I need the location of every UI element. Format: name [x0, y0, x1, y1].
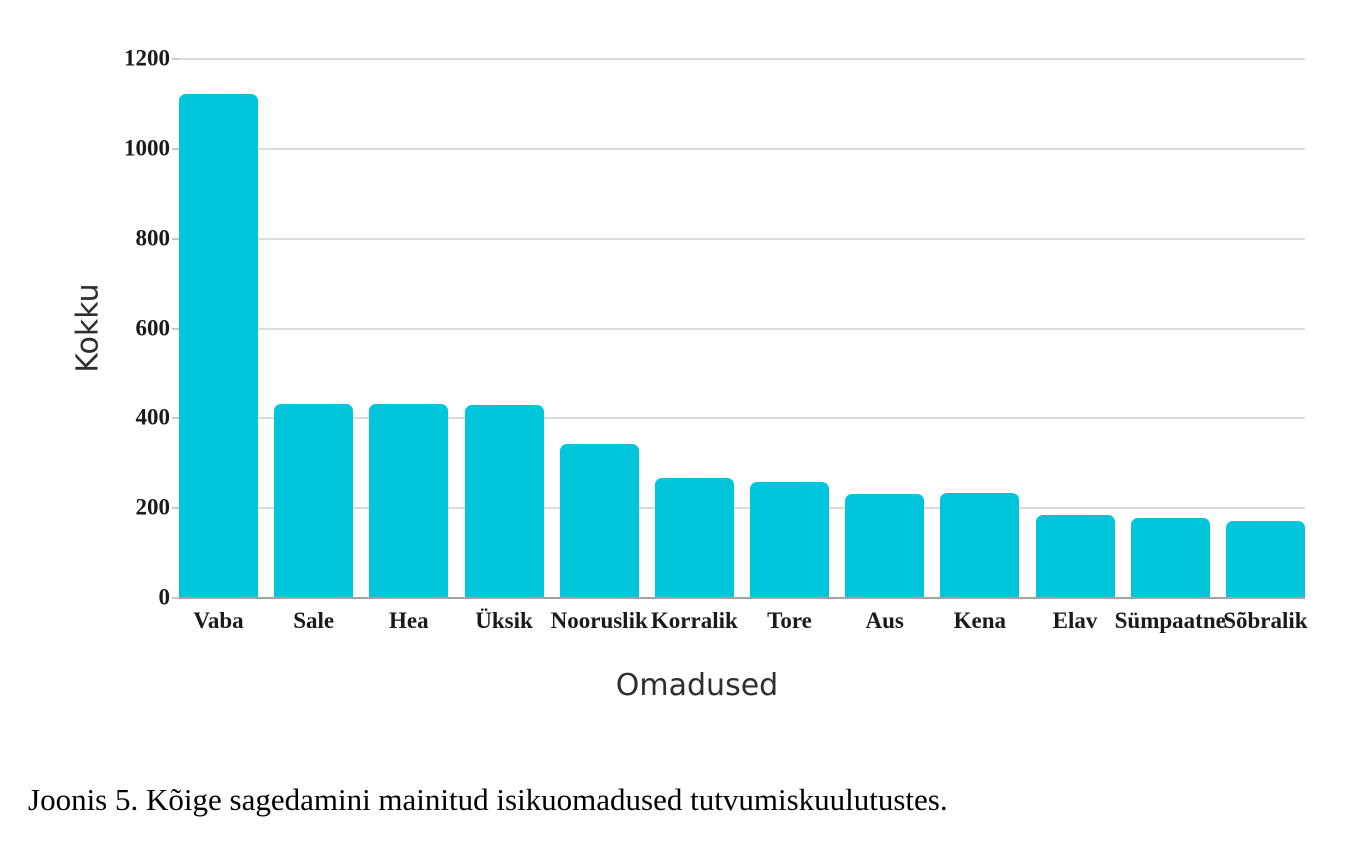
- gridline: [179, 507, 1305, 510]
- x-axis-label-cell: Üksik: [465, 608, 544, 633]
- x-axis-tick-labels: Vaba Sale Hea Üksik Nooruslik Korralik Tore Aus…: [179, 608, 1308, 633]
- x-axis-label-cell: Korralik: [651, 608, 738, 633]
- x-axis-tick-label: Hea: [389, 608, 429, 633]
- x-axis-label-cell: Aus: [845, 608, 924, 633]
- y-axis-tick: [172, 147, 179, 150]
- x-axis-line: [179, 597, 1305, 599]
- x-axis-label-cell: Hea: [369, 608, 448, 633]
- x-axis-tick-label: Korralik: [650, 608, 738, 633]
- bar-sõbralik: [1225, 520, 1305, 597]
- x-axis-tick-label: Aus: [865, 608, 904, 633]
- x-axis-label-cell: Sale: [274, 608, 353, 633]
- y-axis-tick: [172, 58, 179, 60]
- x-axis-label-cell: Sümpaatne: [1115, 608, 1226, 633]
- bar-sale: [274, 403, 354, 597]
- gridline: [179, 327, 1305, 330]
- bar-elav: [1035, 515, 1115, 597]
- y-axis-tick-label: 200: [135, 494, 171, 520]
- gridline: [179, 237, 1305, 240]
- y-axis-tick-label: 1200: [124, 45, 170, 71]
- y-axis-tick: [172, 417, 179, 420]
- x-axis-tick-label: Sõbralik: [1223, 608, 1308, 633]
- y-axis-tick-label: 400: [135, 404, 171, 430]
- x-axis-tick-label: Elav: [1052, 608, 1098, 633]
- x-axis-tick-label: Nooruslik: [550, 608, 648, 633]
- x-axis-label-cell: Kena: [940, 608, 1019, 633]
- bar-kena: [940, 492, 1020, 597]
- x-axis-tick-label: Kena: [953, 608, 1007, 633]
- bar-nooruslik: [559, 444, 639, 597]
- gridline: [179, 417, 1305, 420]
- x-axis-tick-label: Sale: [293, 608, 335, 633]
- x-axis-title: Omadused: [615, 668, 779, 703]
- y-axis-tick: [172, 327, 179, 330]
- y-axis-tick-label: 1000: [124, 135, 170, 161]
- bar-sümpaatne: [1130, 517, 1210, 597]
- y-axis-tick: [172, 507, 179, 510]
- y-axis-tick-label: 600: [135, 315, 171, 340]
- bar-tore: [750, 482, 830, 597]
- bar-chart-plot-area: [172, 58, 1305, 599]
- bar-aus: [845, 493, 925, 597]
- x-axis-label-cell: Vaba: [179, 608, 258, 633]
- y-axis-tick: [172, 237, 179, 240]
- x-axis-tick-label: Üksik: [475, 608, 533, 633]
- y-axis-tick: [172, 597, 179, 599]
- x-axis-label-cell: Elav: [1036, 608, 1115, 633]
- bar-korralik: [654, 477, 734, 597]
- y-axis-tick-labels: 0 200 400 600 800 1000 1200: [0, 47, 171, 609]
- gridline: [179, 58, 1305, 60]
- x-axis-tick-label: Sümpaatne: [1114, 608, 1226, 633]
- bar-vaba: [179, 93, 258, 597]
- x-axis-label-cell: Sõbralik: [1223, 608, 1308, 633]
- gridline: [179, 147, 1305, 150]
- y-axis-tick-label: 0: [158, 584, 171, 610]
- x-axis-label-cell: Nooruslik: [551, 608, 648, 633]
- bar-series: [179, 58, 1305, 597]
- figure-caption: Joonis 5. Kõige sagedamini mainitud isik…: [28, 782, 948, 817]
- x-axis-tick-label: Vaba: [193, 608, 244, 633]
- bar-hea: [369, 404, 449, 597]
- x-axis-label-cell: Tore: [750, 608, 829, 633]
- bar-üksik: [464, 405, 544, 597]
- y-axis-tick-label: 800: [135, 225, 171, 251]
- x-axis-tick-label: Tore: [767, 608, 812, 633]
